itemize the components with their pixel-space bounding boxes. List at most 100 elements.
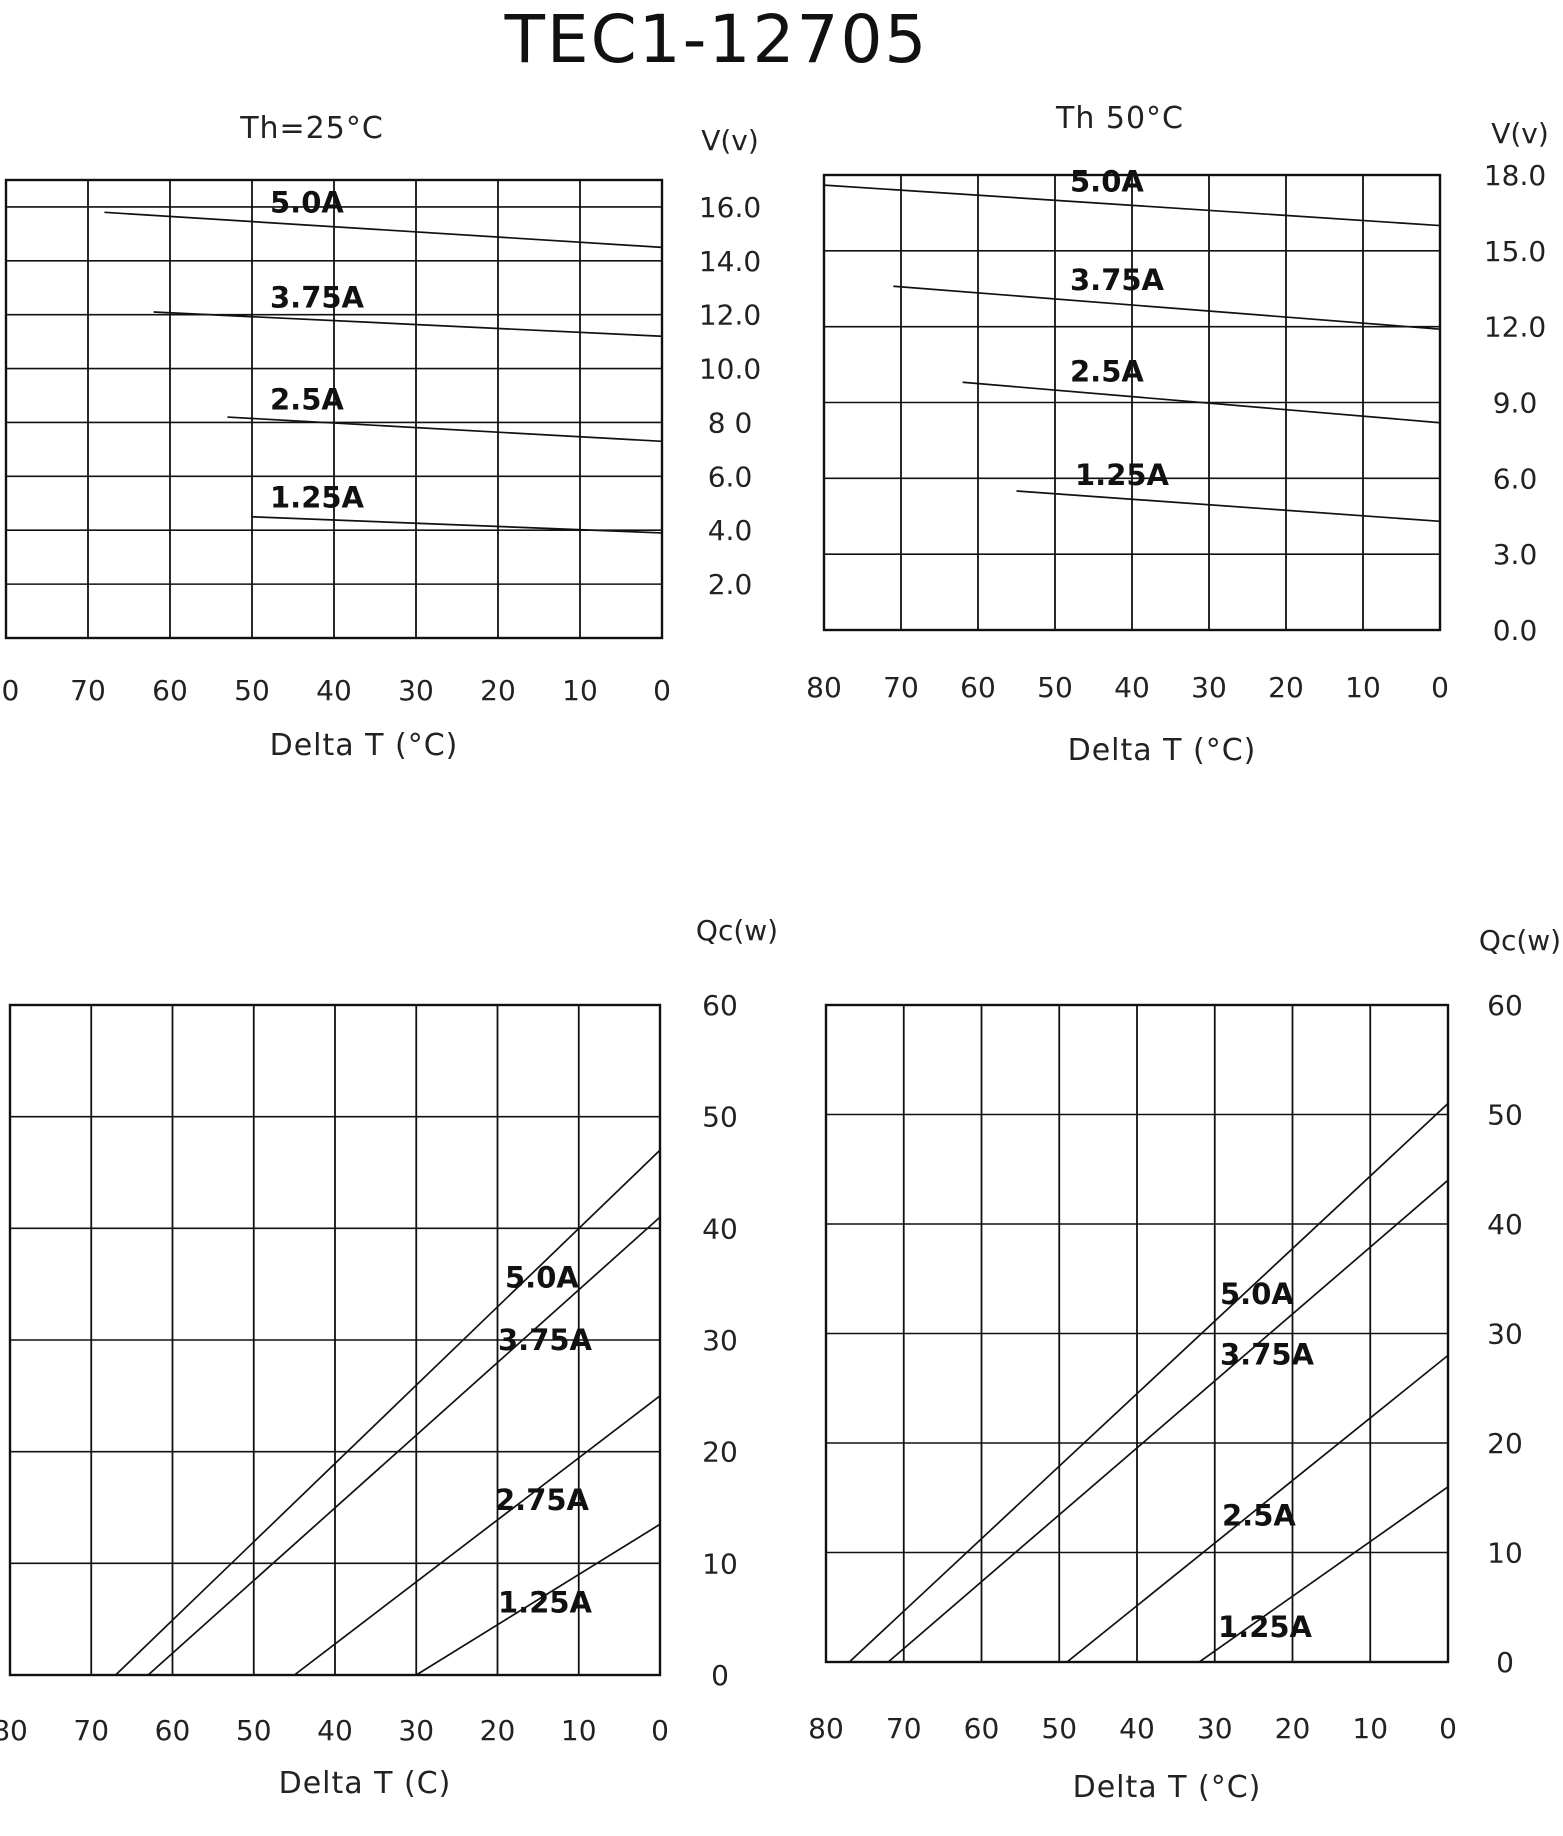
series-label-1: 5.0A (270, 186, 344, 220)
x-tick-label: 70 (70, 674, 106, 707)
x-tick-label: 20 (1268, 671, 1304, 704)
chart-title: Th=25°C (239, 111, 384, 146)
x-tick-label: 70 (883, 671, 919, 704)
series-line-2 (153, 311, 663, 338)
y-tick-label: 60 (1487, 989, 1523, 1022)
x-tick-label: 60 (155, 1714, 191, 1747)
y-tick-label: 10 (1487, 1537, 1523, 1570)
x-tick-label: 20 (480, 1714, 516, 1747)
x-tick-label: 50 (1037, 671, 1073, 704)
series-label-2: 3.75A (1220, 1337, 1315, 1371)
y-tick-label: 60 (702, 989, 738, 1022)
y-axis-label: Qc(w) (696, 914, 778, 947)
y-tick-label: 18.0 (1484, 159, 1546, 192)
y-tick-label: 20 (1487, 1427, 1523, 1460)
chart-1: ,0 70 60 50 40 30 20 10 0 2.0 4.0 6.0 8 0 10.0 12.0 14.… (0, 111, 761, 763)
y-axis-label: Qc(w) (1479, 924, 1561, 957)
y-tick-label: 0.0 (1493, 614, 1538, 647)
y-tick-label: 3.0 (1493, 538, 1538, 571)
series-line-2 (893, 285, 1441, 331)
y-tick-label: 15.0 (1484, 235, 1546, 268)
y-tick-label: 4.0 (708, 514, 753, 547)
y-tick-label: 0 (1496, 1646, 1514, 1679)
series-label-3: 2.5A (270, 382, 344, 416)
x-axis-label: Delta T (°C) (1073, 1770, 1262, 1805)
x-tick-label: 0 (1431, 671, 1449, 704)
x-tick-label: 50 (1041, 1712, 1077, 1745)
series-label-3: 2.5A (1070, 354, 1144, 388)
x-tick-label: ,0 (0, 674, 19, 707)
x-axis-label: Delta T (°C) (1068, 733, 1257, 768)
y-tick-label: 2.0 (708, 568, 753, 601)
x-axis-label: Delta T (C) (279, 1766, 452, 1801)
x-tick-label: 20 (1275, 1712, 1311, 1745)
series-line-1 (104, 211, 663, 249)
series-line-3 (1066, 1354, 1449, 1663)
x-tick-label: 30 (398, 1714, 434, 1747)
y-axis-label: V(v) (1491, 117, 1549, 150)
series-label-4: 1.25A (1075, 458, 1170, 492)
x-tick-label: 30 (398, 674, 434, 707)
page-title: TEC1-12705 (0, 0, 1563, 80)
y-tick-label: 16.0 (699, 191, 761, 224)
x-tick-label: 10 (562, 674, 598, 707)
x-tick-label: 60 (960, 671, 996, 704)
page-title-text: TEC1-12705 (504, 1, 929, 78)
x-tick-label: 80 (0, 1714, 28, 1747)
chart-2: 80 70 60 50 40 30 20 10 0 0.0 3.0 6.0 9.0 12.0 15.0 18.… (806, 101, 1549, 768)
y-tick-label: 40 (702, 1212, 738, 1245)
x-tick-label: 70 (73, 1714, 109, 1747)
x-tick-label: 10 (1352, 1712, 1388, 1745)
x-tick-label: 40 (317, 1714, 353, 1747)
x-tick-label: 0 (651, 1714, 669, 1747)
series-line-3 (227, 416, 663, 443)
y-tick-label: 8 0 (708, 406, 753, 439)
y-tick-label: 9.0 (1493, 387, 1538, 420)
x-tick-label: 50 (234, 674, 270, 707)
x-tick-label: 50 (236, 1714, 272, 1747)
y-axis-label: V(v) (701, 124, 759, 157)
x-axis-label: Delta T (°C) (270, 728, 459, 763)
series-label-2: 3.75A (270, 281, 365, 315)
y-tick-label: 30 (1487, 1318, 1523, 1351)
x-tick-label: 30 (1197, 1712, 1233, 1745)
series-label-3: 2.75A (495, 1483, 590, 1517)
x-tick-label: 10 (561, 1714, 597, 1747)
y-tick-label: 10 (702, 1547, 738, 1580)
series-label-4: 1.25A (498, 1585, 593, 1619)
x-tick-label: 40 (1119, 1712, 1155, 1745)
series-line-2 (887, 1179, 1449, 1663)
chart-title: Th 50°C (1055, 101, 1184, 136)
series-label-3: 2.5A (1222, 1498, 1296, 1532)
series-label-2: 3.75A (498, 1323, 593, 1357)
series-line-1 (115, 1149, 661, 1676)
y-tick-label: 6.0 (708, 460, 753, 493)
series-line-4 (1016, 490, 1441, 523)
chart-3: 80 70 60 50 40 30 20 10 0 0 10 20 30 40 50 60 Delta T (C… (0, 914, 778, 1801)
x-tick-label: 40 (1114, 671, 1150, 704)
series-line-4 (251, 515, 663, 534)
x-tick-label: 0 (653, 674, 671, 707)
x-tick-label: 60 (964, 1712, 1000, 1745)
series-line-3 (962, 381, 1441, 424)
series-line-1 (823, 184, 1441, 227)
series-label-4: 1.25A (270, 480, 365, 514)
y-tick-label: 10.0 (699, 353, 761, 386)
series-line-1 (848, 1102, 1449, 1663)
y-tick-label: 12.0 (699, 299, 761, 332)
series-label-4: 1.25A (1218, 1610, 1313, 1644)
y-tick-label: 14.0 (699, 245, 761, 278)
x-tick-label: 80 (806, 671, 842, 704)
y-tick-label: 40 (1487, 1208, 1523, 1241)
x-tick-label: 0 (1439, 1712, 1457, 1745)
y-tick-label: 0 (711, 1659, 729, 1692)
y-tick-label: 50 (702, 1101, 738, 1134)
y-tick-label: 30 (702, 1324, 738, 1357)
series-label-1: 5.0A (1070, 164, 1144, 198)
x-tick-label: 40 (316, 674, 352, 707)
x-tick-label: 60 (152, 674, 188, 707)
y-tick-label: 20 (702, 1436, 738, 1469)
series-line-4 (1198, 1486, 1449, 1663)
y-tick-label: 50 (1487, 1099, 1523, 1132)
series-label-1: 5.0A (505, 1261, 579, 1295)
